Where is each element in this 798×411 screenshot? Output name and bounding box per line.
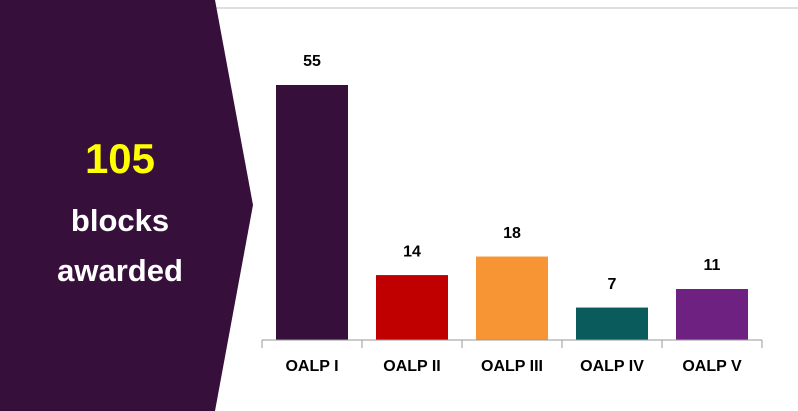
callout-panel bbox=[0, 0, 253, 411]
bar bbox=[676, 289, 748, 340]
bar bbox=[476, 256, 548, 340]
value-label: 11 bbox=[704, 257, 721, 274]
value-label: 18 bbox=[503, 225, 521, 242]
x-tick-label: OALP II bbox=[383, 358, 441, 375]
x-tick-label: OALP III bbox=[481, 358, 543, 375]
x-tick-label: OALP V bbox=[682, 358, 742, 375]
bar bbox=[576, 307, 648, 340]
value-label: 7 bbox=[608, 276, 617, 293]
value-label: 14 bbox=[403, 243, 421, 260]
callout-text: awarded bbox=[57, 253, 183, 288]
bar bbox=[276, 85, 348, 340]
x-tick-label: OALP IV bbox=[580, 358, 644, 375]
callout-text: blocks bbox=[71, 203, 169, 238]
value-label: 55 bbox=[303, 53, 321, 70]
x-tick-label: OALP I bbox=[285, 358, 338, 375]
bar bbox=[376, 275, 448, 340]
callout-number: 105 bbox=[85, 135, 155, 182]
